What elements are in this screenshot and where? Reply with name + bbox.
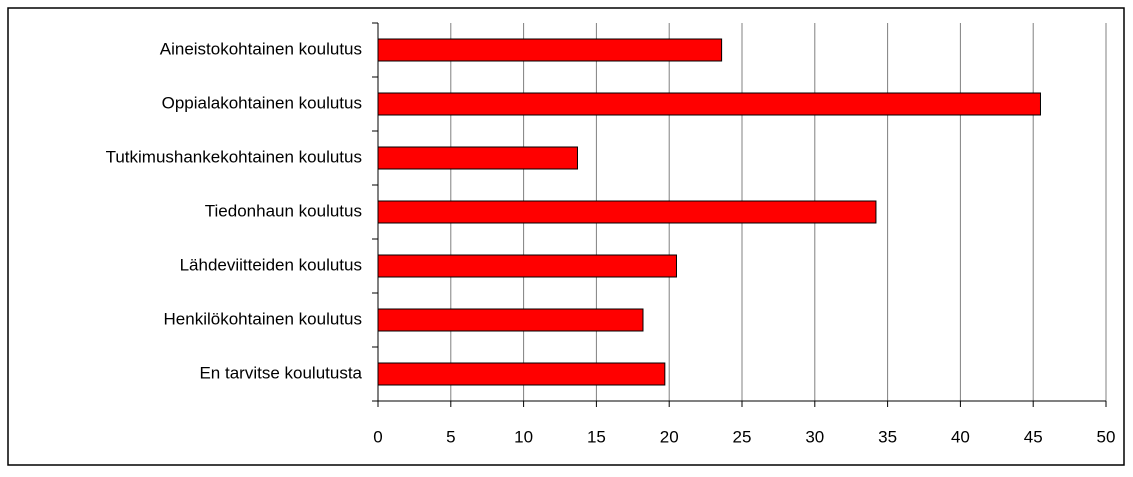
- bar: [377, 146, 578, 170]
- bar: [377, 362, 666, 386]
- bar: [377, 200, 877, 224]
- bar: [377, 254, 677, 278]
- chart-border: [7, 7, 1125, 466]
- x-tick-label: 50: [1097, 427, 1116, 446]
- x-tick-label: 15: [587, 427, 606, 446]
- y-tick-label: Henkilökohtainen koulutus: [164, 309, 362, 328]
- x-tick-label: 45: [1024, 427, 1043, 446]
- x-tick-label: 40: [951, 427, 970, 446]
- x-tick-label: 0: [373, 427, 382, 446]
- y-tick-label: Aineistokohtainen koulutus: [160, 39, 362, 58]
- x-tick-label: 10: [514, 427, 533, 446]
- x-tick-label: 35: [878, 427, 897, 446]
- y-tick-label: En tarvitse koulutusta: [199, 363, 362, 382]
- bar: [377, 308, 644, 332]
- bar: [377, 92, 1041, 116]
- x-tick-label: 5: [446, 427, 455, 446]
- y-tick-label: Tiedonhaun koulutus: [205, 201, 362, 220]
- bar: [377, 38, 723, 62]
- x-tick-label: 20: [660, 427, 679, 446]
- y-tick-label: Oppialakohtainen koulutus: [162, 93, 362, 112]
- y-tick-label: Lähdeviitteiden koulutus: [180, 255, 362, 274]
- x-tick-label: 30: [805, 427, 824, 446]
- y-tick-label: Tutkimushankekohtainen koulutus: [106, 147, 362, 166]
- x-tick-label: 25: [733, 427, 752, 446]
